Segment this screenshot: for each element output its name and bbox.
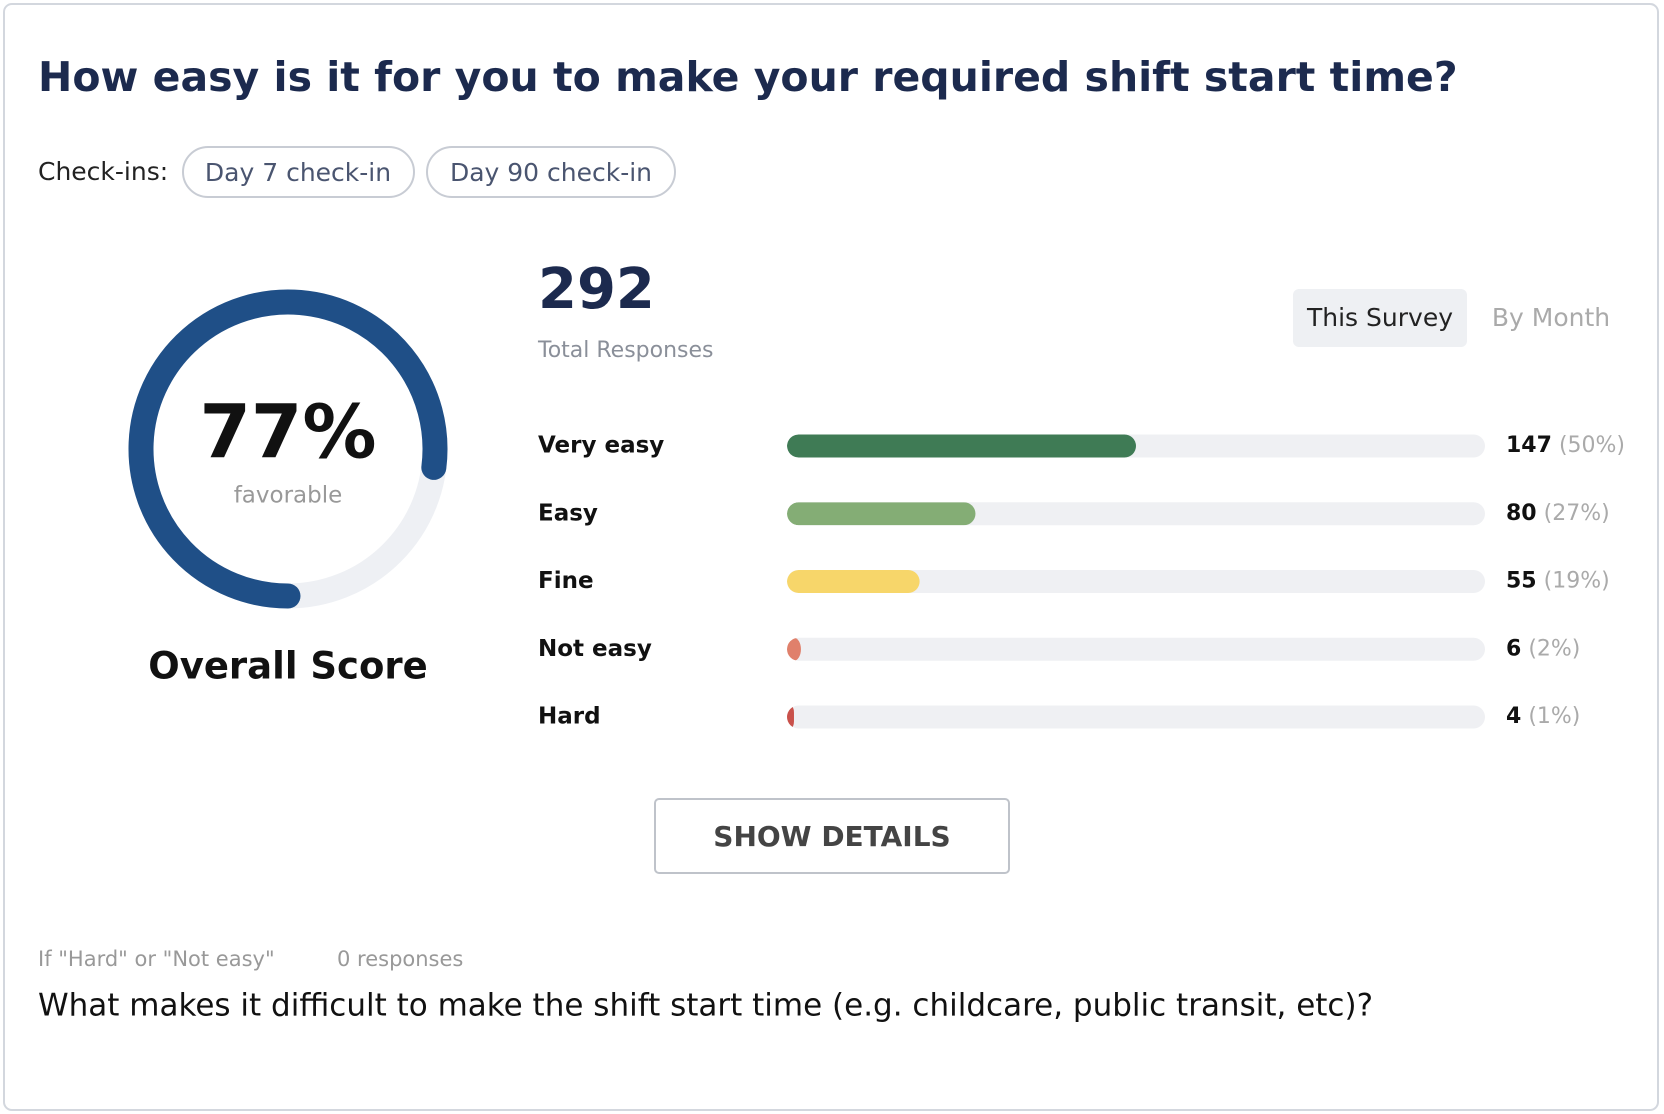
share-label: (1%): [1528, 704, 1580, 729]
bar-group: [787, 434, 1485, 458]
checkins-label: Check-ins:: [38, 157, 168, 186]
tab-active[interactable]: [1293, 289, 1467, 347]
share-label: (19%): [1544, 569, 1610, 594]
bar-track: [787, 570, 1485, 593]
bar: [787, 570, 920, 593]
count-label: 147 (50%): [1506, 433, 1625, 458]
bar: [787, 637, 801, 661]
followup-condition: If "Hard" or "Not easy": [38, 947, 275, 971]
count-label: 55 (19%): [1506, 569, 1610, 594]
count-value: 80: [1506, 501, 1537, 526]
bar: [787, 502, 976, 526]
bar-track: [787, 705, 1485, 729]
bar-track: [787, 637, 1485, 661]
share-label: (2%): [1528, 636, 1580, 661]
card-border: [3, 3, 1659, 1111]
question-title: How easy is it for you to make your requ…: [38, 53, 1458, 101]
total-label: Total Responses: [537, 338, 714, 363]
row-label: Not easy: [538, 636, 652, 662]
bar-group: [787, 705, 1485, 729]
checkin-pill[interactable]: [182, 146, 415, 198]
bar-group: [787, 570, 1485, 593]
bar: [787, 434, 1136, 458]
count-label: 4 (1%): [1506, 704, 1580, 729]
row-label: Easy: [538, 500, 598, 526]
score-caption: favorable: [234, 483, 343, 509]
row-label: Very easy: [538, 433, 664, 459]
share-label: (27%): [1544, 501, 1610, 526]
count-value: 55: [1506, 569, 1537, 594]
checkin-option[interactable]: Day 90 check-in: [450, 158, 652, 187]
count-value: 4: [1506, 704, 1521, 729]
share-label: (50%): [1559, 433, 1625, 458]
button-label[interactable]: SHOW DETAILS: [713, 820, 950, 853]
followup-responses: 0 responses: [337, 947, 463, 971]
checkin-pill[interactable]: [426, 146, 676, 198]
bar: [787, 705, 794, 729]
count-value: 6: [1506, 636, 1521, 661]
row-label: Hard: [538, 704, 601, 730]
total-responses: 292: [538, 257, 655, 322]
count-value: 147: [1506, 433, 1552, 458]
gauge-arc: [128, 289, 448, 609]
followup-question: What makes it difficult to make the shif…: [38, 988, 1373, 1024]
score-label: Overall Score: [148, 645, 427, 688]
row-label: Fine: [538, 568, 594, 594]
score-value: 77%: [199, 390, 376, 476]
count-label: 80 (27%): [1506, 501, 1610, 526]
tab[interactable]: This Survey: [1306, 303, 1453, 332]
count-label: 6 (2%): [1506, 636, 1580, 661]
show-details-button[interactable]: [654, 798, 1010, 874]
checkin-option[interactable]: Day 7 check-in: [205, 158, 391, 187]
tab[interactable]: By Month: [1492, 303, 1610, 332]
bar-group: [787, 502, 1485, 526]
bar-group: [787, 637, 1485, 661]
